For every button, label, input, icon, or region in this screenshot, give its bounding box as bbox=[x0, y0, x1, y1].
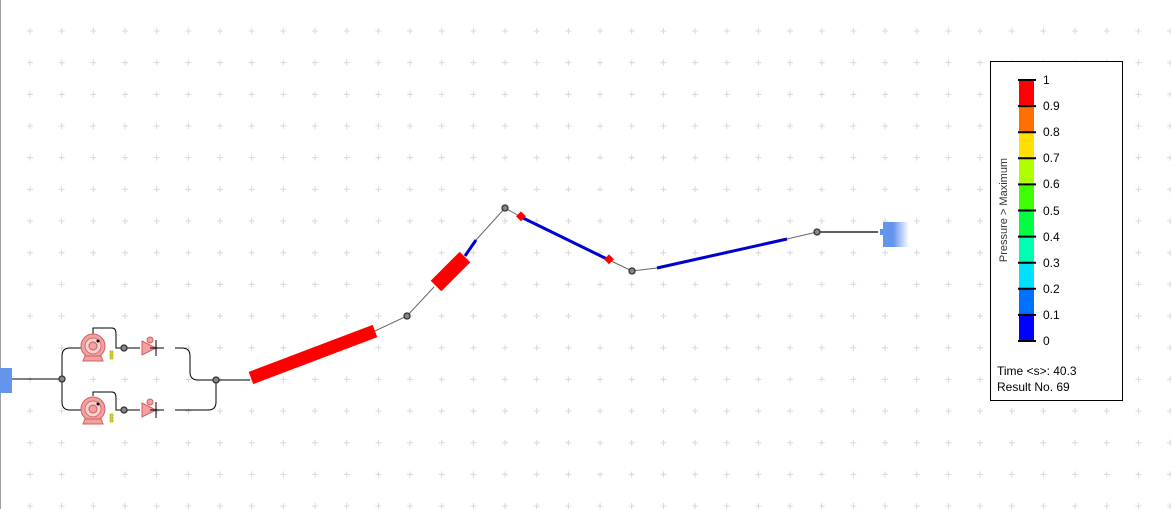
pump-indicator-icon bbox=[109, 350, 114, 423]
canvas-left-border bbox=[0, 0, 1, 509]
reservoir-right-inlet bbox=[880, 229, 884, 235]
pipe-segment-blue-2[interactable] bbox=[520, 215, 610, 262]
colorbar-segment bbox=[1019, 210, 1034, 238]
reservoir-right[interactable] bbox=[883, 222, 909, 247]
reservoir-left[interactable] bbox=[0, 368, 12, 393]
pipe-segment-blue-1[interactable] bbox=[463, 239, 478, 257]
colorbar-segment bbox=[1019, 132, 1034, 159]
colorbar-tick-label: 0.8 bbox=[1043, 125, 1060, 140]
colorbar-tick-label: 0.9 bbox=[1043, 99, 1060, 114]
colorbar bbox=[1018, 79, 1036, 342]
pipes-black bbox=[12, 231, 878, 411]
pump-icon[interactable] bbox=[80, 333, 106, 362]
colorbar-tick-label: 0 bbox=[1043, 334, 1050, 348]
pipe-segment-blue-3[interactable] bbox=[656, 237, 788, 270]
colorbar-segment bbox=[1019, 184, 1034, 211]
colorbar-tick-label: 1 bbox=[1043, 73, 1050, 87]
time-label: Time <s>: 40.3 bbox=[997, 364, 1077, 378]
check-valve-icon[interactable] bbox=[141, 398, 165, 419]
colorbar-tick-label: 0.4 bbox=[1043, 229, 1060, 244]
marker-diamond[interactable] bbox=[516, 211, 526, 222]
colorbar-tick-label: 0.2 bbox=[1043, 281, 1060, 296]
colorbar-tick-label: 0.3 bbox=[1043, 255, 1060, 270]
colorbar-segment bbox=[1019, 158, 1034, 185]
colorbar-tick-label: 0.5 bbox=[1043, 203, 1060, 218]
junction-nodes[interactable] bbox=[58, 204, 821, 414]
colorbar-segment bbox=[1019, 80, 1034, 107]
pipe-segment-red-short[interactable] bbox=[430, 251, 471, 292]
colorbar-segment bbox=[1019, 288, 1034, 316]
colorbar-segment bbox=[1019, 106, 1034, 133]
pump-icon[interactable] bbox=[80, 396, 106, 425]
colorbar-tick-label: 0.1 bbox=[1043, 307, 1060, 322]
pipes-thin bbox=[374, 207, 818, 332]
colorbar-tick-label: 0.6 bbox=[1043, 177, 1060, 192]
legend-panel: Pressure > Maximum 1 0.9 0.8 0.7 0.6 0.5 0.4 0.… bbox=[990, 61, 1123, 401]
result-label: Result No. 69 bbox=[997, 380, 1070, 394]
colorbar-segment bbox=[1019, 314, 1034, 342]
colorbar-segment bbox=[1019, 262, 1034, 290]
grid-cross bbox=[27, 28, 1171, 509]
check-valve-icon[interactable] bbox=[141, 336, 165, 357]
grid-background bbox=[27, 28, 1171, 509]
colorbar-tick-label: 0.7 bbox=[1043, 151, 1060, 166]
pipe-segment-red-long[interactable] bbox=[248, 324, 378, 385]
marker-diamond[interactable] bbox=[604, 254, 614, 265]
colorbar-segment bbox=[1019, 236, 1034, 264]
